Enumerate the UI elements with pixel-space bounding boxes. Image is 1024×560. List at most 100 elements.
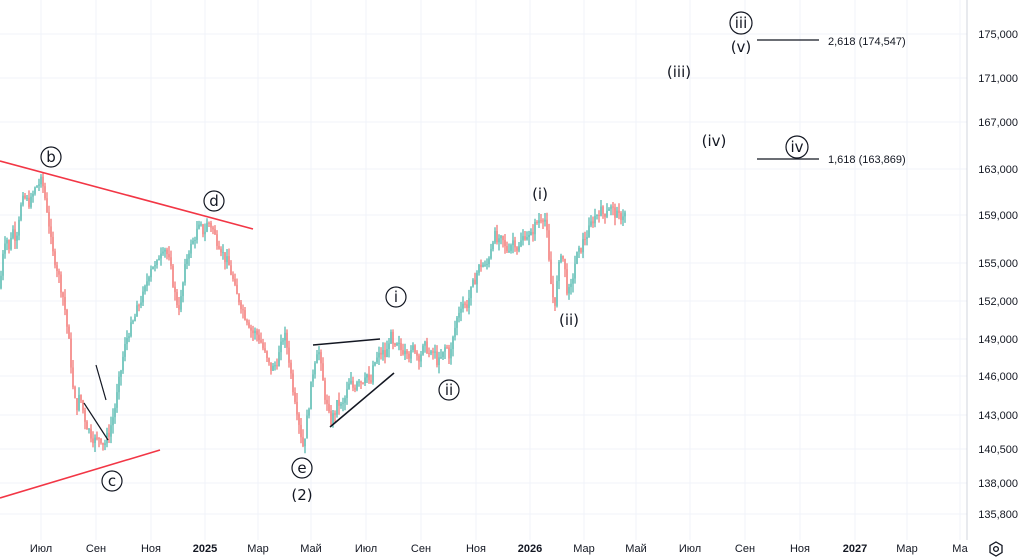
candle-body [574, 263, 576, 279]
candle-body [482, 264, 484, 267]
price-axis[interactable]: 135,800 138,000 140,500 143,000 146,000 149,0… [978, 29, 1018, 521]
candle-body [466, 304, 468, 308]
candle-body [506, 246, 508, 252]
candle-body [438, 357, 440, 366]
candle-body [566, 269, 568, 294]
candle-body [34, 187, 36, 194]
candle-body [256, 330, 258, 335]
candle-body [480, 264, 482, 267]
candle-body [288, 347, 290, 363]
candle-body [490, 249, 492, 259]
wave-iii-minor-label: (iii) [667, 63, 691, 81]
candle-body [528, 234, 530, 238]
candle-body [420, 354, 422, 362]
candle-body [468, 298, 470, 308]
candle-body [494, 231, 496, 243]
candle-body [128, 336, 130, 339]
candle-body [188, 253, 190, 259]
candle-body [374, 362, 376, 366]
wave-c-circle [101, 470, 123, 492]
candle-body [350, 380, 352, 384]
candle-body [160, 253, 162, 259]
candle-body [60, 274, 62, 293]
candle-body [406, 350, 408, 354]
candle-body [218, 245, 220, 249]
candle-body [320, 352, 322, 364]
candle-body [486, 264, 488, 266]
candle-body [624, 212, 626, 217]
wave-c-label: c [108, 472, 116, 490]
time-tick-label: Сен [411, 543, 431, 555]
wave-iii-minute-circle [729, 11, 753, 35]
candle-body [598, 214, 600, 216]
candle-body [144, 286, 146, 292]
candle-body [36, 185, 38, 188]
candle-body [250, 327, 252, 331]
wave-b-circle [40, 146, 62, 168]
time-tick-label: Июл [679, 543, 701, 555]
candle-body [30, 196, 32, 207]
candle-body [132, 321, 134, 323]
candle-body [258, 334, 260, 341]
time-tick-label: Июл [355, 543, 377, 555]
candle-body [148, 277, 150, 282]
candle-body [6, 239, 8, 244]
candle-body [290, 362, 292, 374]
candle-body [98, 437, 100, 439]
time-tick-label: Ноя [466, 543, 486, 555]
candle-body [530, 231, 532, 235]
candle-body [464, 303, 466, 305]
candle-body [10, 237, 12, 250]
candle-body [584, 239, 586, 241]
candle-body [368, 374, 370, 381]
upper-trend-line [0, 160, 254, 230]
candle-body [546, 219, 548, 231]
candle-body [418, 355, 420, 362]
time-tick-label: 2026 [518, 543, 542, 555]
candle-body [440, 357, 442, 359]
candle-body [124, 343, 126, 357]
candle-body [316, 354, 318, 364]
candle-body [318, 352, 320, 355]
candle-body [596, 214, 598, 216]
candle-body [140, 302, 142, 306]
candle-body [306, 415, 308, 439]
price-tick-label: 149,000 [978, 334, 1018, 346]
candle-body [604, 213, 606, 217]
wave-iv-minute-label: iv [790, 138, 803, 156]
candle-body [524, 236, 526, 240]
projection-label-1618: 1,618 (163,869) [828, 154, 906, 166]
candle-body [170, 257, 172, 266]
candle-body [246, 319, 248, 323]
candle-body [500, 236, 502, 239]
candle-body [90, 428, 92, 439]
candle-body [434, 351, 436, 353]
candle-body [238, 294, 240, 303]
candle-body [286, 332, 288, 348]
candle-body [16, 235, 18, 241]
candle-body [410, 349, 412, 359]
candle-body [174, 286, 176, 293]
time-axis[interactable]: Июл Сен Ноя 2025 Мар Май Июл Сен Ноя 2026 Мар Май Ию… [30, 543, 969, 555]
axis-settings-button[interactable] [984, 538, 1008, 558]
candle-body [214, 229, 216, 235]
time-tick-label: Мар [573, 543, 595, 555]
wave-e-label: e [297, 459, 306, 477]
candle-body [110, 425, 112, 437]
candle-body [580, 247, 582, 253]
candle-body [272, 365, 274, 371]
candle-body [100, 438, 102, 443]
price-tick-label: 171,000 [978, 73, 1018, 85]
candle-body [340, 403, 342, 406]
candle-body [516, 247, 518, 251]
candle-body [234, 278, 236, 285]
candle-body [460, 308, 462, 313]
candle-body [568, 287, 570, 294]
candle-body [388, 343, 390, 350]
candle-body [44, 186, 46, 199]
candle-body [526, 237, 528, 240]
price-tick-label: 135,800 [978, 509, 1018, 521]
candle-body [508, 250, 510, 252]
price-tick-label: 159,000 [978, 210, 1018, 222]
